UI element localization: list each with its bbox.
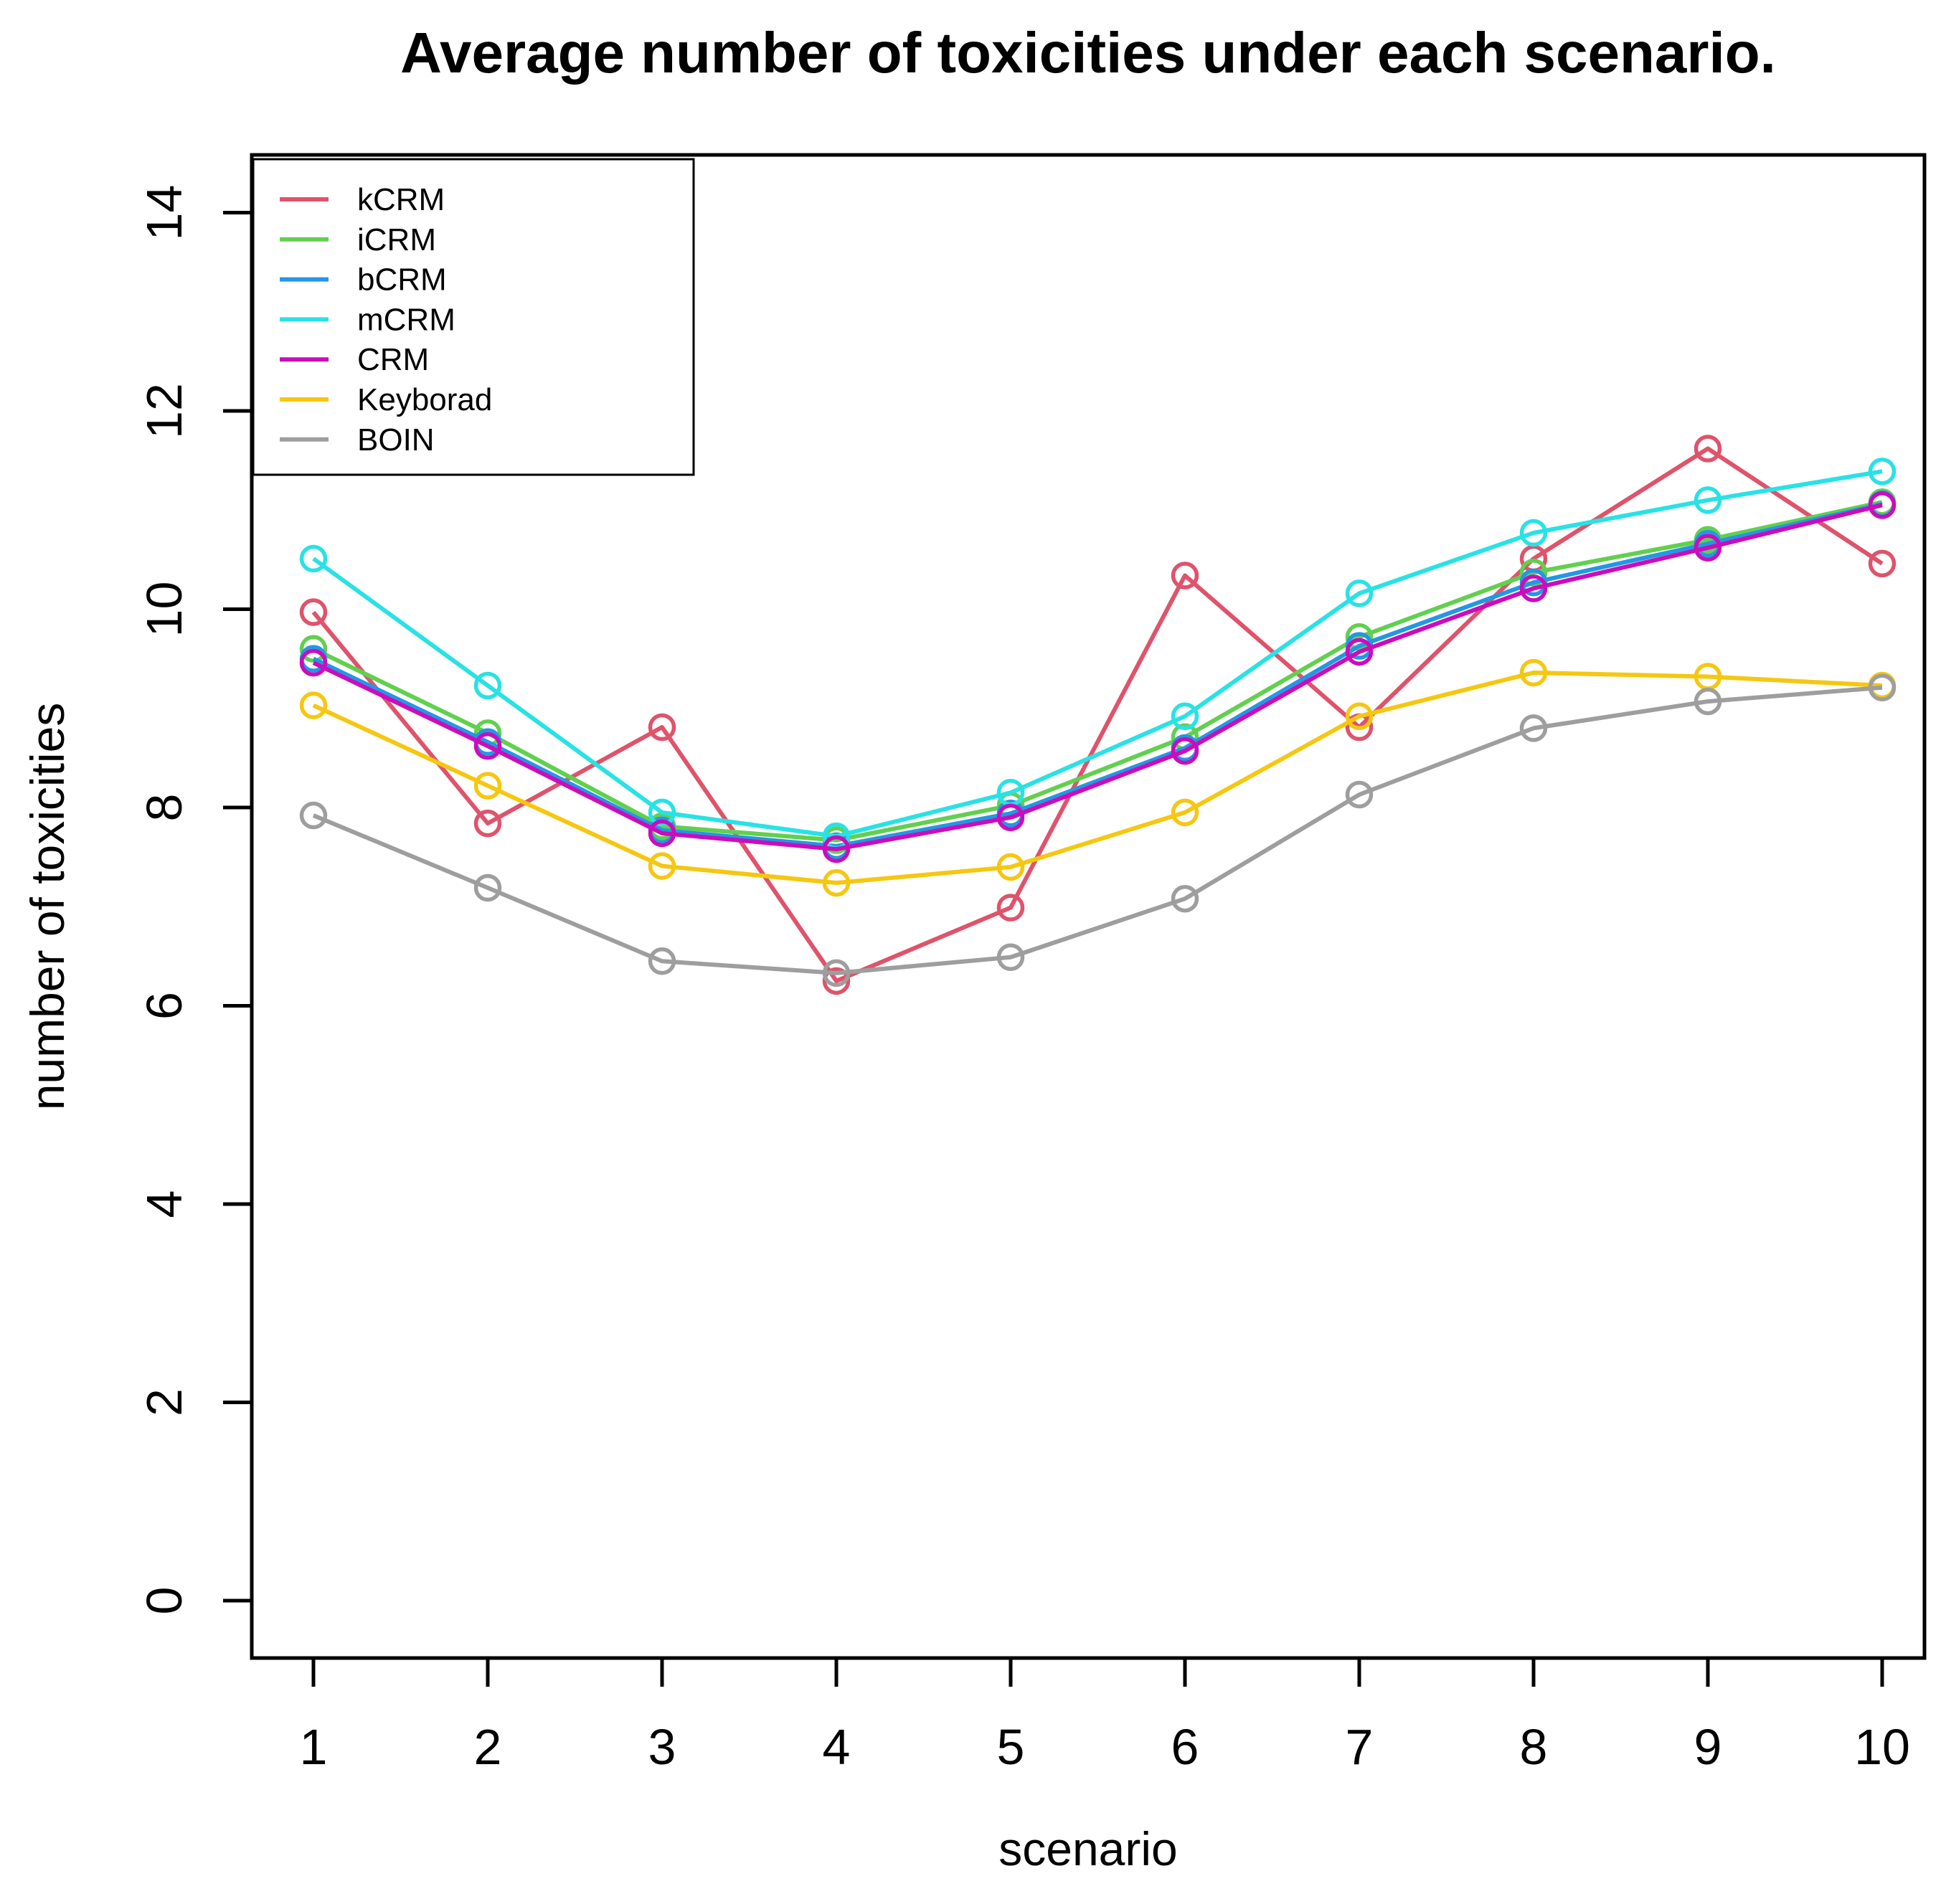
data-point-CRM: [299, 648, 328, 677]
data-point-Keyborad: [299, 691, 328, 719]
data-point-mCRM: [299, 544, 328, 573]
y-tick-label: 12: [136, 383, 192, 439]
data-point-kCRM: [822, 967, 851, 995]
data-point-kCRM: [299, 598, 328, 626]
data-point-Keyborad: [1171, 798, 1199, 827]
plot-box: [250, 153, 1927, 1660]
x-tick-label: 1: [300, 1719, 328, 1775]
data-point-BOIN: [1519, 714, 1548, 742]
x-tick-label: 6: [1171, 1719, 1199, 1775]
x-tick-label: 4: [823, 1719, 851, 1775]
x-tick-label: 5: [997, 1719, 1025, 1775]
data-point-iCRM: [1345, 622, 1374, 651]
data-point-mCRM: [1694, 486, 1722, 514]
legend-label-kCRM: kCRM: [357, 182, 445, 217]
data-point-CRM: [1519, 574, 1548, 602]
x-tick-label: 9: [1694, 1719, 1722, 1775]
series-line-BOIN: [312, 685, 1883, 975]
data-point-mCRM: [473, 671, 502, 700]
data-point-kCRM: [996, 894, 1025, 922]
data-point-kCRM: [1868, 549, 1897, 578]
legend-label-mCRM: mCRM: [357, 302, 455, 337]
series-line-CRM: [312, 503, 1883, 852]
data-point-Keyborad: [1519, 658, 1548, 687]
data-point-CRM: [1171, 737, 1199, 765]
series-line-iCRM: [312, 500, 1883, 843]
legend-box: [252, 158, 695, 476]
y-axis-title: number of toxicities: [21, 702, 74, 1111]
data-point-BOIN: [1868, 673, 1897, 701]
data-point-CRM: [822, 835, 851, 863]
x-tick-label: 10: [1854, 1719, 1910, 1775]
data-point-kCRM: [1171, 562, 1199, 589]
x-tick-label: 8: [1520, 1719, 1548, 1775]
series-line-bCRM: [312, 502, 1883, 848]
data-point-Keyborad: [473, 772, 502, 800]
data-point-mCRM: [1868, 458, 1897, 486]
data-point-BOIN: [1345, 780, 1374, 809]
data-point-Keyborad: [996, 853, 1025, 881]
y-tick-label: 10: [136, 582, 192, 638]
legend-label-iCRM: iCRM: [357, 222, 436, 257]
data-point-kCRM: [648, 713, 676, 742]
legend-label-bCRM: bCRM: [357, 262, 447, 298]
y-tick-label: 8: [136, 794, 192, 822]
data-point-BOIN: [1694, 687, 1722, 716]
data-point-Keyborad: [648, 852, 676, 880]
data-point-BOIN: [996, 943, 1025, 972]
x-tick-label: 2: [474, 1719, 502, 1775]
y-tick-label: 0: [136, 1587, 192, 1615]
data-point-Keyborad: [1345, 702, 1374, 731]
x-tick-label: 3: [648, 1719, 676, 1775]
data-point-CRM: [1694, 534, 1722, 562]
data-point-BOIN: [473, 873, 502, 902]
data-point-CRM: [996, 803, 1025, 832]
data-point-kCRM: [1694, 435, 1722, 463]
data-point-Keyborad: [822, 868, 851, 897]
data-point-CRM: [648, 819, 676, 848]
x-tick-label: 7: [1346, 1719, 1374, 1775]
y-tick-label: 6: [136, 992, 192, 1020]
data-point-CRM: [1868, 491, 1897, 519]
data-point-kCRM: [473, 809, 502, 838]
data-point-BOIN: [299, 801, 328, 830]
legend-label-CRM: CRM: [357, 342, 429, 377]
series-line-Keyborad: [312, 670, 1883, 886]
chart-title: Average number of toxicities under each …: [400, 21, 1776, 85]
data-point-BOIN: [648, 947, 676, 975]
x-axis-title: scenario: [998, 1822, 1178, 1875]
series-line-kCRM: [311, 446, 1884, 983]
data-point-mCRM: [1345, 579, 1374, 607]
data-point-BOIN: [1171, 884, 1199, 913]
data-point-mCRM: [1519, 518, 1548, 547]
data-point-mCRM: [1171, 702, 1199, 731]
data-point-BOIN: [822, 959, 851, 987]
legend-label-Keyborad: Keyborad: [357, 382, 492, 417]
series-line-mCRM: [312, 469, 1883, 839]
data-point-mCRM: [648, 798, 676, 827]
data-point-CRM: [1345, 638, 1374, 666]
data-point-CRM: [473, 732, 502, 760]
y-tick-label: 14: [136, 185, 192, 241]
legend-label-BOIN: BOIN: [357, 422, 435, 458]
y-tick-label: 4: [136, 1190, 192, 1218]
y-tick-label: 2: [136, 1388, 192, 1416]
